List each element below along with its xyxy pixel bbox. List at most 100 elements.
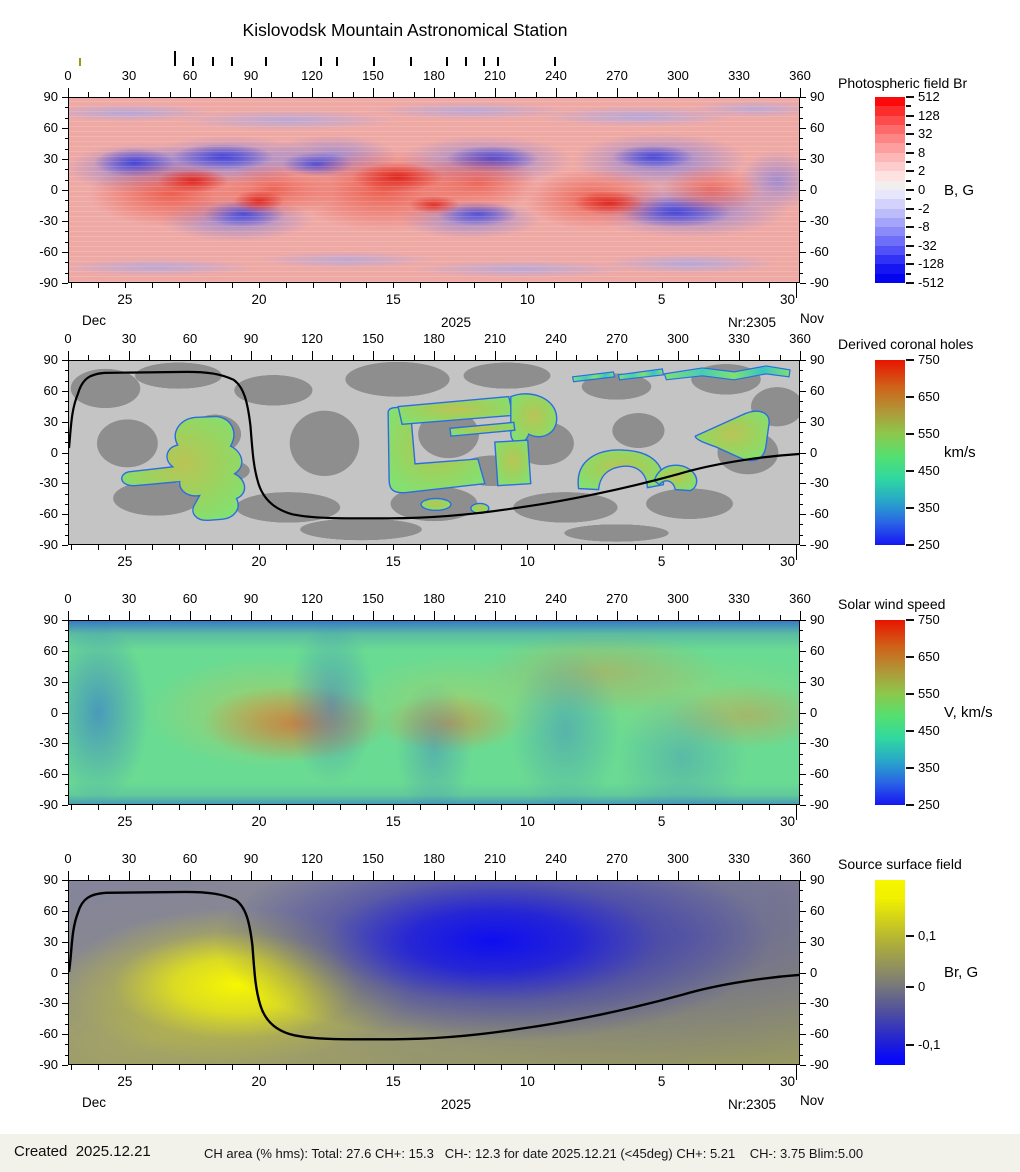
lon-tick bbox=[779, 875, 781, 880]
lat-tick bbox=[65, 138, 68, 140]
active-region-mark bbox=[212, 57, 215, 66]
day-tick bbox=[607, 283, 609, 288]
lon-tick bbox=[454, 92, 456, 97]
active-region-mark bbox=[336, 57, 339, 66]
lat-tick-label: 90 bbox=[43, 612, 58, 627]
lat-tick bbox=[65, 200, 68, 202]
day-tick bbox=[500, 805, 502, 810]
lat-tick bbox=[800, 743, 806, 745]
lat-tick-label: -30 bbox=[39, 735, 58, 751]
lon-tick bbox=[779, 355, 781, 360]
lat-tick-label: -30 bbox=[39, 213, 58, 228]
day-tick bbox=[232, 545, 234, 550]
lat-tick bbox=[65, 900, 68, 902]
lat-tick bbox=[800, 630, 803, 632]
day-tick bbox=[285, 1065, 287, 1070]
lat-tick bbox=[800, 97, 806, 98]
lon-tick bbox=[454, 875, 456, 880]
day-tick bbox=[527, 805, 529, 810]
day-tick bbox=[500, 283, 502, 288]
lat-tick bbox=[65, 117, 68, 119]
day-tick bbox=[446, 1065, 448, 1070]
lon-tick bbox=[637, 355, 639, 360]
lon-tick bbox=[271, 875, 273, 880]
lon-tick bbox=[474, 615, 476, 620]
lat-tick bbox=[800, 524, 803, 526]
lat-tick bbox=[800, 921, 803, 923]
lon-tick-label: 360 bbox=[789, 68, 811, 83]
year-label: 2025 bbox=[440, 315, 472, 330]
lat-tick bbox=[800, 620, 806, 621]
day-label: 10 bbox=[519, 292, 535, 307]
lon-tick bbox=[637, 875, 639, 880]
lat-tick bbox=[62, 190, 68, 191]
day-tick bbox=[742, 805, 744, 810]
lon-tick bbox=[556, 88, 557, 97]
day-tick bbox=[205, 545, 207, 550]
day-tick bbox=[71, 283, 73, 288]
lat-tick bbox=[62, 159, 68, 160]
colorbar-tick bbox=[906, 151, 914, 154]
lat-tick bbox=[800, 763, 803, 765]
lat-tick bbox=[800, 880, 806, 881]
lat-tick bbox=[62, 128, 68, 129]
active-region-mark bbox=[446, 57, 449, 66]
lon-tick bbox=[251, 611, 252, 620]
lat-tick-label: 90 bbox=[810, 612, 825, 627]
lon-tick bbox=[495, 351, 496, 360]
colorbar-tick bbox=[906, 359, 914, 361]
status-bar: Created 2025.12.21 CH area (% hms): Tota… bbox=[0, 1134, 1020, 1172]
day-tick bbox=[473, 545, 475, 550]
lat-tick bbox=[800, 890, 803, 892]
active-region-mark bbox=[78, 58, 81, 66]
lat-tick-label: 60 bbox=[810, 902, 825, 918]
lat-tick bbox=[800, 473, 803, 475]
colorbar-tick bbox=[906, 693, 914, 695]
lat-tick-label: -90 bbox=[39, 537, 58, 552]
lon-tick bbox=[800, 611, 801, 620]
colorbar-title-photospheric: Photospheric field Br bbox=[838, 75, 968, 91]
lat-tick bbox=[62, 252, 68, 253]
lat-tick bbox=[62, 483, 68, 485]
lon-tick bbox=[678, 351, 679, 360]
colorbar-tick bbox=[906, 244, 914, 247]
colorbar-title-coronal-holes: Derived coronal holes bbox=[838, 336, 974, 352]
lon-tick-label: 90 bbox=[243, 591, 259, 606]
colorbar-coronal-holes bbox=[875, 360, 905, 545]
lat-tick bbox=[800, 200, 803, 202]
day-tick bbox=[178, 545, 180, 550]
lat-tick bbox=[62, 1003, 68, 1005]
day-tick bbox=[554, 283, 556, 288]
lon-tick bbox=[352, 355, 354, 360]
day-label: 25 bbox=[117, 1074, 133, 1089]
colorbar-step bbox=[875, 152, 905, 163]
lat-tick bbox=[65, 370, 68, 372]
lon-tick bbox=[596, 355, 598, 360]
lon-tick bbox=[312, 611, 313, 620]
day-tick bbox=[768, 805, 770, 810]
day-tick bbox=[661, 1065, 663, 1070]
lat-tick-label: -90 bbox=[39, 1057, 58, 1072]
lon-tick-label: 330 bbox=[728, 591, 750, 606]
colorbar-step bbox=[875, 217, 905, 228]
lat-tick bbox=[65, 493, 68, 495]
lat-tick bbox=[800, 117, 803, 119]
day-label: 10 bbox=[519, 1074, 535, 1089]
day-tick bbox=[688, 1065, 690, 1070]
day-tick bbox=[259, 805, 261, 810]
lat-tick-label: 60 bbox=[43, 642, 58, 658]
colorbar-tick-label: 8 bbox=[918, 144, 926, 160]
lat-tick bbox=[800, 784, 803, 786]
lat-tick bbox=[65, 262, 68, 264]
lon-tick bbox=[373, 611, 374, 620]
colorbar-tick bbox=[906, 96, 914, 98]
colorbar-step bbox=[875, 180, 905, 190]
coronal-hole-shapes bbox=[121, 393, 770, 521]
lon-tick-label: 0 bbox=[64, 851, 72, 866]
lat-tick bbox=[62, 805, 68, 806]
lon-tick-label: 210 bbox=[484, 851, 506, 866]
day-label: 15 bbox=[385, 1074, 401, 1089]
lat-tick bbox=[800, 993, 803, 995]
lat-tick-label: 90 bbox=[810, 872, 825, 887]
colorbar-tick-label: 128 bbox=[918, 107, 940, 123]
